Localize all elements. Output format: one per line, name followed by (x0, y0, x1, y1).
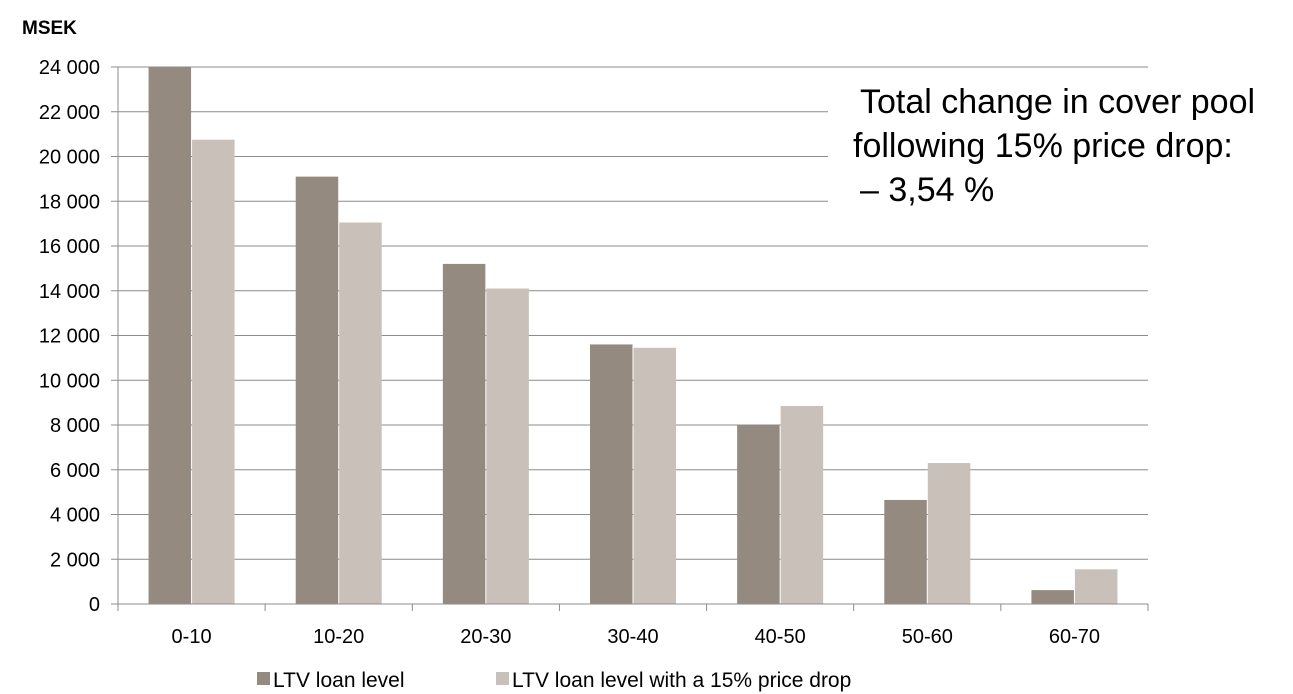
y-tick-label: 18 000 (39, 191, 100, 213)
bar-ltv-price-drop-40-50 (780, 405, 824, 604)
bar-ltv-loan-level-10-20 (295, 176, 339, 604)
annotation-line-1: Total change in cover pool (860, 83, 1255, 121)
y-tick-label: 2 000 (50, 549, 100, 571)
y-tick-label: 4 000 (50, 505, 100, 527)
x-tick-label: 40-50 (755, 626, 806, 648)
x-axis-ticks: 0-10 10-20 20-30 30-40 40-50 50-60 60-70 (117, 604, 1149, 648)
bar-ltv-price-drop-50-60 (927, 463, 971, 604)
y-tick-label: 16 000 (39, 236, 100, 258)
y-tick-label: 14 000 (39, 281, 100, 303)
x-tick-label: 10-20 (313, 626, 364, 648)
legend: LTV loan level LTV loan level with a 15%… (257, 669, 851, 692)
y-tick-label: 24 000 (39, 57, 100, 79)
bar-ltv-loan-level-20-30 (442, 263, 486, 604)
bar-ltv-price-drop-10-20 (339, 222, 382, 604)
x-tick-label: 0-10 (172, 626, 212, 648)
bar-ltv-loan-level-50-60 (884, 499, 927, 604)
legend-label-ltv-loan-level: LTV loan level (273, 669, 405, 692)
annotation-line-2: following 15% price drop: (853, 127, 1233, 165)
bar-ltv-loan-level-0-10 (148, 67, 192, 604)
bars (148, 67, 1118, 604)
y-tick-label: 8 000 (50, 415, 100, 437)
bar-ltv-price-drop-20-30 (486, 288, 529, 604)
bar-ltv-price-drop-30-40 (633, 347, 676, 604)
x-tick-label: 50-60 (902, 626, 953, 648)
y-tick-label: 22 000 (39, 102, 100, 124)
annotation-background (828, 76, 1293, 214)
x-tick-label: 20-30 (460, 626, 511, 648)
bar-ltv-loan-level-60-70 (1031, 590, 1074, 604)
x-axis (117, 67, 1148, 605)
y-tick-label: 10 000 (39, 370, 100, 392)
x-tick-label: 30-40 (607, 626, 658, 648)
bar-ltv-loan-level-30-40 (590, 344, 633, 604)
y-tick-label: 20 000 (39, 147, 100, 169)
bar-ltv-loan-level-40-50 (737, 425, 780, 604)
y-axis-ticks: 0 2 000 4 000 6 000 8 000 10 000 12 000 14 000 1… (39, 57, 118, 616)
legend-swatch-ltv-loan-level (257, 672, 270, 685)
y-tick-label: 12 000 (39, 326, 100, 348)
bar-ltv-price-drop-0-10 (192, 139, 235, 604)
legend-label-ltv-price-drop: LTV loan level with a 15% price drop (512, 669, 851, 692)
annotation-line-3: – 3,54 % (860, 171, 994, 209)
bar-ltv-price-drop-60-70 (1074, 569, 1118, 604)
y-axis-title: MSEK (22, 18, 77, 39)
y-tick-label: 0 (89, 594, 100, 616)
legend-swatch-ltv-price-drop (496, 672, 509, 685)
y-tick-label: 6 000 (50, 460, 100, 482)
x-tick-label: 60-70 (1049, 626, 1100, 648)
